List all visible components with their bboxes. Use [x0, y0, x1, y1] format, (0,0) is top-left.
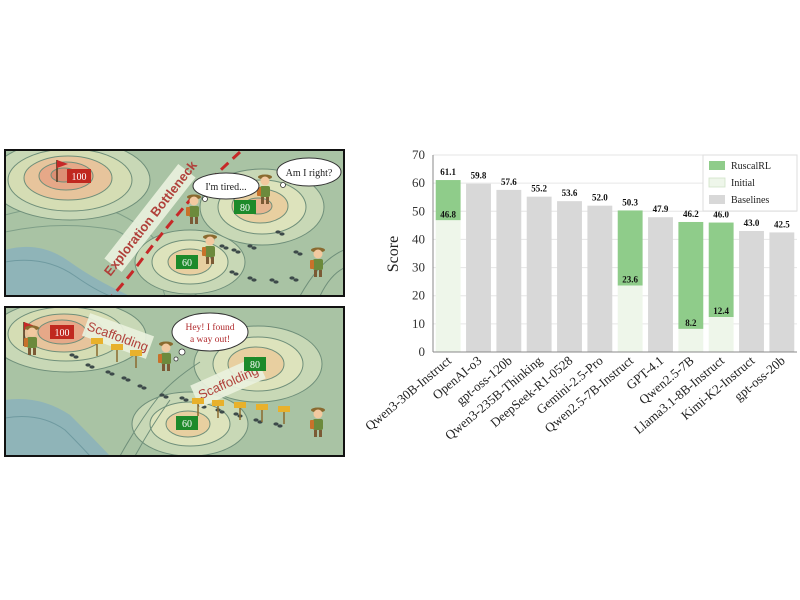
- bar-baseline: [739, 230, 764, 352]
- bar-baseline: [557, 201, 582, 352]
- bubble-found-text-line2: a way out!: [190, 335, 230, 345]
- signposts-right: [192, 398, 290, 424]
- value-label: 43.0: [744, 218, 760, 228]
- bottom-panel-frame: [4, 306, 345, 457]
- top-peak-80-label: 80: [240, 203, 250, 214]
- y-axis-label: Score: [385, 236, 402, 272]
- bottom-peak-100-label: 100: [55, 328, 70, 339]
- legend-label-baselines: Baselines: [731, 195, 769, 206]
- legend-swatch-baselines: [709, 195, 725, 204]
- bottom-peak-60-badge: [176, 416, 198, 430]
- y-tick-label: 0: [419, 344, 426, 359]
- value-label: 52.0: [592, 193, 608, 203]
- bubble-tired: [192, 172, 260, 200]
- bar-baseline: [466, 183, 491, 352]
- y-tick-label: 30: [412, 260, 425, 275]
- bar-initial: [617, 285, 643, 352]
- y-tick-label: 20: [412, 288, 425, 303]
- legend-label-ruscalrl: RuscalRL: [731, 161, 771, 172]
- value-label: 46.2: [683, 209, 699, 219]
- initial-value-label: 12.4: [713, 306, 729, 316]
- top-panel: 100 80 60 Exploration Bottleneck I'm tir…: [4, 149, 345, 297]
- bar-baseline: [587, 205, 613, 352]
- value-label: 46.0: [713, 210, 729, 220]
- bar-initial: [708, 317, 734, 352]
- legend-swatch-ruscalrl: [709, 161, 725, 170]
- bubble-tired-text: I'm tired...: [205, 182, 246, 193]
- y-tick-label: 10: [412, 316, 425, 331]
- bubble-right: [276, 157, 342, 187]
- bar-ruscalrl: [435, 180, 461, 221]
- value-label: 55.2: [531, 184, 547, 194]
- bottom-peak-100-badge: [50, 325, 74, 339]
- bar-baseline: [648, 217, 673, 352]
- y-tick-label: 60: [412, 175, 425, 190]
- bar-baseline: [769, 232, 795, 352]
- y-tick-label: 50: [412, 203, 425, 218]
- value-label: 53.6: [562, 188, 578, 198]
- initial-value-label: 46.8: [440, 209, 456, 219]
- bottom-peak-60-label: 60: [182, 419, 192, 430]
- value-label: 50.3: [622, 197, 638, 207]
- value-label: 61.1: [440, 167, 456, 177]
- legend-swatch-initial: [708, 177, 726, 188]
- bar-baseline: [496, 189, 522, 352]
- top-peak-100-label: 100: [72, 172, 87, 183]
- y-tick-label: 70: [412, 147, 425, 162]
- bubble-found-text-line1: Hey! I found: [185, 322, 234, 333]
- initial-value-label: 23.6: [622, 275, 638, 285]
- bubble-right-text: Am I right?: [286, 168, 333, 179]
- top-peak-80-badge: [234, 200, 256, 214]
- illustration: 100 80 60 Exploration Bottleneck I'm tir…: [4, 149, 345, 457]
- bubble-found: [171, 312, 249, 352]
- bottom-peak-80-label: 80: [250, 360, 260, 371]
- bar-baseline: [526, 196, 552, 352]
- bottom-peak-80-badge: [244, 357, 266, 371]
- top-peak-100-badge: [67, 169, 91, 183]
- value-label: 42.5: [774, 219, 790, 229]
- signposts-left: [91, 338, 142, 368]
- bar-initial: [678, 328, 704, 352]
- legend-label-initial: Initial: [731, 178, 755, 189]
- top-peak-60-label: 60: [182, 258, 192, 269]
- y-tick-label: 40: [412, 231, 425, 246]
- legend: RuscalRL Initial Baselines: [702, 154, 798, 212]
- value-label: 59.8: [471, 171, 487, 181]
- bar-ruscalrl: [708, 222, 734, 318]
- score-bar-chart: 01020304050607046.861.1Qwen3-30B-Instruc…: [362, 147, 798, 443]
- value-label: 47.9: [653, 204, 669, 214]
- bar-ruscalrl: [678, 221, 704, 329]
- bottom-panel: Scaffolding Scaffolding 100 80 60 H: [4, 306, 345, 457]
- initial-value-label: 8.2: [685, 318, 697, 328]
- top-panel-frame: [4, 149, 345, 297]
- bar-initial: [435, 220, 461, 352]
- bar-ruscalrl: [617, 210, 643, 286]
- value-label: 57.6: [501, 177, 517, 187]
- top-peak-60-badge: [176, 255, 198, 269]
